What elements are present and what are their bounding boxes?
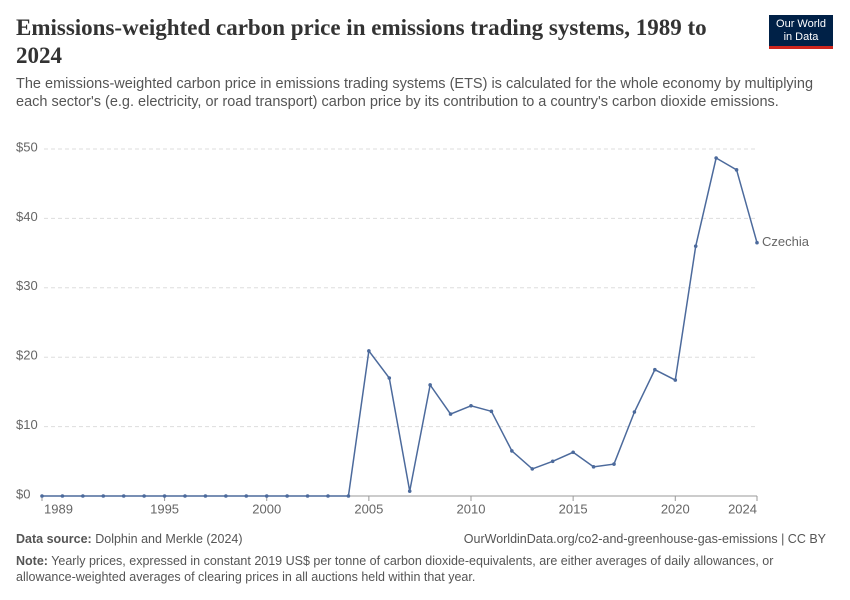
x-tick-label: 2010	[457, 501, 486, 516]
point	[673, 378, 678, 382]
series-label: Czechia	[762, 234, 810, 249]
point	[81, 494, 85, 498]
point	[714, 156, 718, 160]
y-tick-label: $30	[16, 278, 38, 293]
point	[612, 462, 616, 466]
point	[693, 244, 698, 248]
point	[162, 494, 167, 498]
point	[285, 494, 289, 498]
logo-text: in Data	[783, 31, 819, 43]
url[interactable]: OurWorldinData.org/co2-and-greenhouse-ga…	[463, 532, 826, 546]
x-tick-label: 1989	[44, 501, 73, 516]
point	[571, 450, 575, 455]
source-text: Dolphin and Merkle (2024)	[95, 532, 243, 546]
source: Data source: Dolphin and Merkle (2024)	[16, 532, 243, 546]
point	[203, 494, 208, 498]
y-tick-label: $20	[16, 348, 38, 363]
point	[121, 494, 126, 498]
point	[346, 494, 351, 498]
point	[183, 494, 187, 498]
point	[326, 494, 330, 498]
x-tick-label: 2024	[728, 501, 757, 516]
y-tick-label: $50	[16, 139, 38, 154]
note: Note: Yearly prices, expressed in consta…	[16, 553, 816, 585]
x-tick-label: 1995	[150, 501, 179, 516]
line	[42, 156, 758, 497]
point	[734, 168, 739, 172]
point	[489, 409, 494, 414]
point	[632, 410, 637, 414]
point	[428, 383, 432, 387]
point	[142, 494, 146, 498]
y-tick-label: $0	[16, 486, 30, 501]
y-tick-label: $40	[16, 209, 38, 224]
point	[367, 349, 371, 353]
logo-text: Our World	[776, 18, 826, 30]
point	[407, 489, 412, 493]
logo[interactable]: Our World in Data	[769, 15, 833, 49]
x-tick-label: 2005	[354, 501, 383, 516]
point	[448, 412, 453, 416]
source-label: Data source:	[16, 532, 92, 546]
point	[530, 467, 535, 471]
x-tick-label: 2015	[559, 501, 588, 516]
point	[387, 376, 392, 380]
x-tick-label: 2000	[252, 501, 281, 516]
note-label: Note:	[16, 554, 48, 568]
point	[305, 494, 310, 498]
point	[244, 494, 249, 498]
chart: $0 $10 $20 $30 $40 $50 1989 1995 2000 2005 2010 201…	[16, 139, 810, 516]
y-tick-label: $10	[16, 417, 38, 432]
point	[510, 449, 514, 453]
point	[550, 459, 555, 464]
point	[264, 494, 269, 498]
x-tick-label: 2020	[661, 501, 690, 516]
point	[101, 494, 106, 498]
point	[591, 465, 596, 469]
point	[469, 403, 473, 408]
point	[40, 494, 44, 498]
point	[653, 367, 657, 372]
point	[755, 240, 759, 245]
point	[60, 494, 65, 498]
note-text: Yearly prices, expressed in constant 201…	[16, 554, 774, 584]
chart-title: Emissions-weighted carbon price in emiss…	[16, 15, 707, 68]
point	[224, 494, 228, 498]
chart-subtitle: The emissions-weighted carbon price in e…	[16, 76, 814, 110]
